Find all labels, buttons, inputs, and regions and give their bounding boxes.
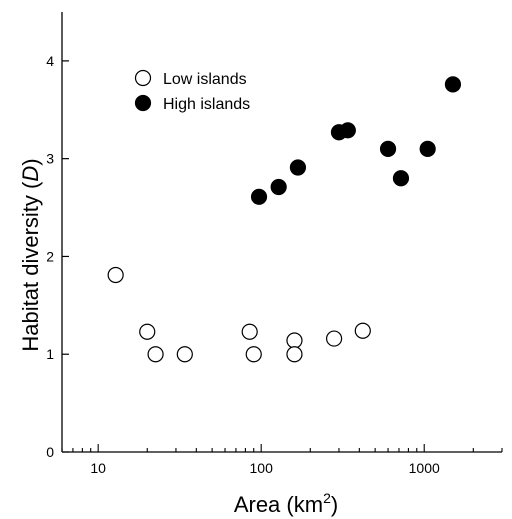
high-island-point (270, 178, 287, 196)
data-points (107, 76, 462, 363)
high-island-point (250, 188, 268, 205)
high-island-point (419, 140, 436, 157)
legend-marker-high-islands (134, 94, 152, 112)
y-tick-label: 3 (46, 151, 54, 167)
ticks: 0 1 2 3 4 10 100 1000 (46, 53, 503, 476)
legend-label-low-islands: Low islands (163, 71, 247, 88)
low-island-point (176, 346, 193, 363)
low-island-point (245, 346, 262, 363)
low-island-point (139, 323, 156, 340)
legend-label-high-islands: High islands (163, 96, 250, 113)
y-axis-title-italic: D (18, 166, 43, 182)
low-island-point (354, 322, 371, 339)
y-axis-title-close: ) (18, 158, 43, 165)
x-axis-title-close: ) (331, 492, 338, 517)
y-axis-title-text: Habitat diversity ( (18, 181, 43, 352)
x-axis-title-superscript: 2 (323, 490, 331, 506)
x-tick-label: 100 (250, 460, 274, 476)
y-tick-label: 4 (46, 53, 54, 69)
high-island-point (444, 76, 462, 93)
low-island-point (241, 323, 258, 340)
legend: Low islands High islands (134, 69, 250, 113)
y-tick-label: 1 (46, 346, 54, 362)
low-island-point (286, 346, 303, 363)
y-axis-title: Habitat diversity (D) (18, 158, 43, 351)
axes (61, 12, 502, 453)
x-axis-title-text: Area (km (234, 492, 323, 517)
high-island-point (289, 159, 307, 176)
x-tick-label: 1000 (409, 460, 440, 476)
y-tick-label: 0 (46, 444, 54, 460)
low-island-point (107, 266, 124, 284)
low-island-point (325, 330, 343, 347)
low-island-point (286, 332, 303, 349)
y-tick-label: 2 (46, 248, 54, 264)
high-island-point (392, 170, 410, 187)
high-island-point (339, 122, 356, 139)
x-axis-title: Area (km2) (234, 490, 338, 517)
low-island-point (147, 346, 164, 363)
legend-marker-low-islands (134, 69, 152, 87)
high-island-point (379, 140, 397, 157)
x-tick-label: 10 (90, 460, 106, 476)
